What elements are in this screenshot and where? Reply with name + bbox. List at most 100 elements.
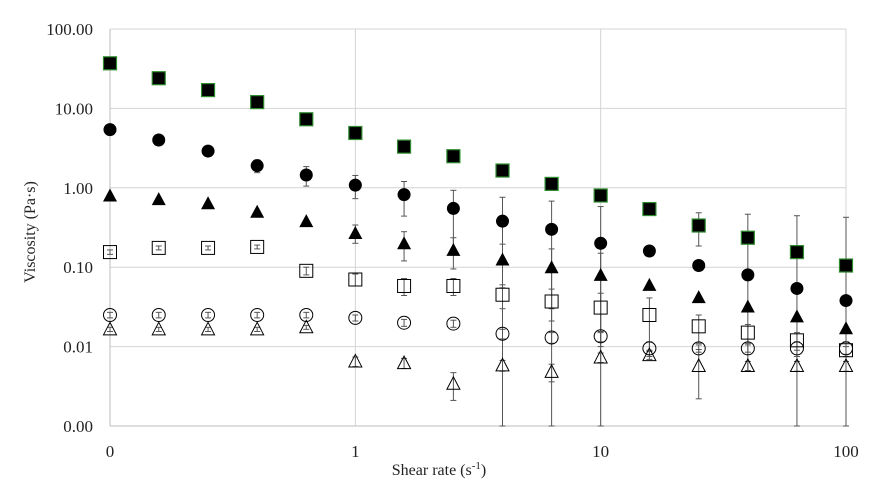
x-axis-title-superscript: -1 bbox=[472, 460, 481, 472]
data-point bbox=[201, 196, 216, 210]
data-point bbox=[151, 71, 166, 86]
data-point bbox=[740, 325, 755, 340]
data-point bbox=[691, 319, 706, 334]
x-axis-title-text: Shear rate (s bbox=[392, 462, 472, 479]
data-point bbox=[692, 259, 706, 273]
data-point bbox=[838, 357, 854, 372]
data-point bbox=[642, 308, 657, 323]
data-point bbox=[446, 149, 461, 164]
data-point bbox=[789, 341, 804, 356]
data-point bbox=[642, 244, 656, 258]
data-point bbox=[250, 239, 265, 254]
x-tick-label: 0 bbox=[106, 442, 115, 461]
data-point bbox=[299, 168, 313, 182]
data-point bbox=[691, 218, 706, 233]
data-point bbox=[642, 277, 657, 291]
data-point bbox=[642, 201, 657, 217]
tick-labels: 0.00 0.01 0.10 1.00 10.00 100.00 0 1 10 100 bbox=[46, 20, 859, 461]
data-point bbox=[495, 163, 510, 178]
data-point bbox=[102, 56, 118, 71]
data-point bbox=[151, 240, 166, 255]
data-point bbox=[397, 236, 412, 250]
data-point bbox=[593, 300, 608, 315]
x-tick-label: 100 bbox=[833, 442, 859, 461]
data-markers bbox=[102, 56, 854, 390]
data-point bbox=[446, 375, 461, 390]
y-tick-label: 0.01 bbox=[63, 338, 93, 357]
data-point bbox=[299, 112, 314, 127]
y-tick-label: 100.00 bbox=[46, 20, 93, 39]
data-point bbox=[103, 245, 117, 260]
y-axis-title: Viscosity (Pa·s) bbox=[22, 181, 39, 283]
x-tick-label: 10 bbox=[592, 442, 609, 461]
data-point bbox=[593, 267, 608, 281]
data-point bbox=[789, 357, 805, 372]
data-point bbox=[839, 341, 853, 356]
data-point bbox=[740, 341, 755, 356]
data-point bbox=[250, 204, 265, 218]
data-point bbox=[103, 123, 117, 137]
data-point bbox=[691, 290, 706, 304]
data-point bbox=[201, 240, 216, 255]
data-point bbox=[740, 299, 755, 313]
data-point bbox=[839, 294, 853, 308]
data-point bbox=[544, 176, 559, 191]
data-point bbox=[838, 258, 854, 273]
data-point bbox=[642, 341, 657, 356]
x-axis-title: Shear rate (s-1) bbox=[392, 460, 486, 479]
data-point bbox=[594, 236, 608, 250]
data-point bbox=[496, 214, 510, 228]
series-2 bbox=[103, 123, 853, 308]
data-point bbox=[298, 319, 314, 334]
data-point bbox=[593, 329, 608, 344]
data-point bbox=[495, 287, 510, 302]
data-point bbox=[299, 263, 314, 278]
data-point bbox=[397, 188, 411, 202]
data-point bbox=[250, 95, 265, 110]
data-point bbox=[691, 341, 706, 356]
data-point bbox=[544, 330, 559, 345]
data-point bbox=[200, 321, 216, 336]
data-point bbox=[299, 308, 314, 323]
data-point bbox=[348, 125, 363, 141]
data-point bbox=[593, 188, 608, 203]
data-point bbox=[495, 326, 510, 341]
series-3 bbox=[103, 188, 853, 335]
data-point bbox=[397, 278, 412, 293]
data-point bbox=[348, 178, 362, 192]
data-point bbox=[396, 139, 412, 154]
y-tick-label: 0.00 bbox=[63, 417, 93, 436]
data-point bbox=[740, 230, 755, 245]
data-point bbox=[250, 159, 264, 173]
series-6 bbox=[102, 319, 854, 390]
series-1 bbox=[102, 56, 854, 273]
data-point bbox=[642, 347, 657, 362]
data-point bbox=[152, 133, 166, 147]
data-point bbox=[151, 321, 167, 336]
data-point bbox=[545, 222, 559, 236]
data-point bbox=[495, 252, 510, 266]
data-point bbox=[446, 316, 461, 331]
data-point bbox=[348, 225, 363, 239]
data-point bbox=[789, 333, 804, 348]
data-point bbox=[544, 294, 559, 309]
data-point bbox=[201, 144, 215, 158]
x-axis-title-end: ) bbox=[481, 462, 486, 479]
data-point bbox=[446, 242, 461, 256]
data-point bbox=[103, 188, 117, 202]
data-point bbox=[348, 310, 363, 325]
data-point bbox=[446, 278, 461, 293]
data-point bbox=[839, 321, 853, 335]
data-point bbox=[789, 309, 804, 323]
data-point bbox=[741, 268, 755, 282]
data-point bbox=[396, 355, 412, 370]
data-point bbox=[200, 83, 216, 98]
y-tick-label: 1.00 bbox=[63, 179, 93, 198]
data-point bbox=[790, 281, 804, 295]
data-point bbox=[789, 244, 805, 260]
y-tick-label: 0.10 bbox=[63, 258, 93, 277]
data-point bbox=[249, 321, 265, 336]
data-point bbox=[348, 353, 363, 368]
